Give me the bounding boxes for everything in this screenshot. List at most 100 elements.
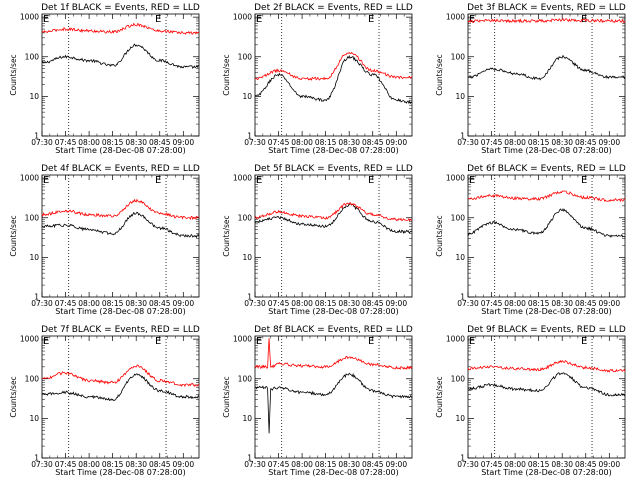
- x-tick-label: 08:15: [315, 460, 337, 469]
- series-line-lld: [254, 51, 413, 81]
- x-tick-label: 07:30: [244, 138, 266, 147]
- series-line-lld: [254, 338, 413, 370]
- y-tick-label: 100: [25, 374, 40, 383]
- e-marker-end: E: [368, 336, 374, 347]
- series-line-events: [41, 43, 200, 69]
- x-tick-label: 07:45: [55, 138, 77, 147]
- y-tick-label: 1000: [20, 335, 39, 344]
- panel-det-3f: Det 3f BLACK = Events, RED = LLD 1 10 100 10…: [435, 3, 626, 155]
- x-tick-label: 07:45: [268, 138, 290, 147]
- panel-title: Det 1f BLACK = Events, RED = LLD: [41, 3, 200, 13]
- panel-det-6f: Det 6f BLACK = Events, RED = LLD 1 10 100 10…: [435, 164, 626, 316]
- x-axis-label: Start Time (28-Dec-08 07:28:00): [268, 307, 399, 316]
- y-tick-label: 1: [34, 132, 39, 141]
- x-tick-label: 08:00: [291, 460, 313, 469]
- y-tick-label: 100: [25, 213, 40, 222]
- y-tick-label: 100: [451, 374, 466, 383]
- x-tick-label: 09:00: [172, 460, 194, 469]
- e-marker-start: E: [256, 336, 262, 347]
- x-tick-label: 09:00: [598, 138, 620, 147]
- y-tick-label: 1: [460, 132, 465, 141]
- x-tick-label: 08:15: [102, 138, 124, 147]
- panel-det-1f: Det 1f BLACK = Events, RED = LLD 1 10 100 10…: [9, 3, 200, 155]
- series-line-lld: [254, 202, 413, 222]
- plot-frame: [41, 13, 200, 137]
- y-tick-label: 100: [451, 52, 466, 61]
- e-marker-start: E: [469, 14, 475, 25]
- x-tick-label: 08:30: [338, 299, 360, 308]
- x-tick-label: 08:45: [362, 138, 384, 147]
- y-tick-label: 100: [451, 213, 466, 222]
- x-tick-label: 07:45: [481, 299, 503, 308]
- plot-frame: [467, 174, 626, 298]
- y-tick-label: 10: [455, 414, 465, 423]
- x-tick-label: 08:00: [504, 460, 526, 469]
- e-marker-end: E: [155, 14, 161, 25]
- y-tick-label: 1: [460, 293, 465, 302]
- x-tick-label: 08:00: [504, 138, 526, 147]
- x-tick-label: 07:45: [55, 299, 77, 308]
- e-marker-start: E: [43, 14, 49, 25]
- panel-det-5f: Det 5f BLACK = Events, RED = LLD 1 10 100 10…: [222, 164, 413, 316]
- x-tick-label: 07:45: [268, 299, 290, 308]
- series-line-events: [41, 373, 200, 401]
- x-tick-label: 09:00: [598, 299, 620, 308]
- x-axis-label: Start Time (28-Dec-08 07:28:00): [268, 146, 399, 155]
- e-marker-start: E: [469, 175, 475, 186]
- y-tick-label: 10: [29, 253, 39, 262]
- panel-det-2f: Det 2f BLACK = Events, RED = LLD 1 10 100 10…: [222, 3, 413, 155]
- e-marker-start: E: [256, 14, 262, 25]
- x-tick-label: 08:30: [551, 460, 573, 469]
- y-tick-label: 10: [242, 414, 252, 423]
- x-tick-label: 08:00: [78, 138, 100, 147]
- y-tick-label: 1: [247, 293, 252, 302]
- e-marker-start: E: [43, 336, 49, 347]
- x-axis-label: Start Time (28-Dec-08 07:28:00): [268, 468, 399, 477]
- y-tick-label: 10: [242, 92, 252, 101]
- panel-title: Det 5f BLACK = Events, RED = LLD: [254, 164, 413, 174]
- x-tick-label: 08:00: [78, 460, 100, 469]
- x-tick-label: 08:45: [149, 138, 171, 147]
- e-marker-end: E: [155, 175, 161, 186]
- x-tick-label: 08:30: [551, 299, 573, 308]
- x-tick-label: 07:30: [457, 299, 479, 308]
- series-line-events: [41, 211, 200, 239]
- e-marker-start: E: [469, 336, 475, 347]
- y-tick-label: 10: [29, 92, 39, 101]
- plot-frame: [41, 335, 200, 459]
- y-axis-label: Counts/sec: [222, 215, 231, 256]
- series-line-lld: [467, 18, 626, 24]
- series-line-events: [254, 372, 413, 434]
- panel-title: Det 4f BLACK = Events, RED = LLD: [41, 164, 200, 174]
- y-tick-label: 10: [455, 92, 465, 101]
- x-axis-label: Start Time (28-Dec-08 07:28:00): [481, 468, 612, 477]
- x-tick-label: 08:45: [362, 460, 384, 469]
- x-axis-label: Start Time (28-Dec-08 07:28:00): [481, 307, 612, 316]
- e-marker-end: E: [368, 14, 374, 25]
- panel-title: Det 8f BLACK = Events, RED = LLD: [254, 325, 413, 335]
- x-axis-label: Start Time (28-Dec-08 07:28:00): [55, 307, 186, 316]
- series-line-events: [467, 372, 626, 397]
- y-tick-label: 1000: [446, 13, 465, 22]
- x-axis-label: Start Time (28-Dec-08 07:28:00): [481, 146, 612, 155]
- x-tick-label: 08:30: [125, 299, 147, 308]
- x-tick-label: 07:45: [55, 460, 77, 469]
- y-axis-label: Counts/sec: [9, 54, 18, 95]
- plot-frame: [41, 174, 200, 298]
- y-tick-label: 100: [238, 52, 253, 61]
- y-tick-label: 1000: [446, 335, 465, 344]
- x-tick-label: 08:15: [528, 138, 550, 147]
- y-tick-label: 1000: [233, 174, 252, 183]
- e-marker-start: E: [43, 175, 49, 186]
- x-tick-label: 08:45: [149, 299, 171, 308]
- y-tick-label: 1: [247, 132, 252, 141]
- x-tick-label: 08:30: [338, 460, 360, 469]
- y-tick-label: 100: [238, 213, 253, 222]
- series-line-events: [254, 54, 413, 105]
- x-tick-label: 08:15: [102, 460, 124, 469]
- x-tick-label: 08:45: [575, 299, 597, 308]
- y-tick-label: 1: [34, 454, 39, 463]
- x-tick-label: 07:30: [31, 460, 53, 469]
- plot-frame: [467, 13, 626, 137]
